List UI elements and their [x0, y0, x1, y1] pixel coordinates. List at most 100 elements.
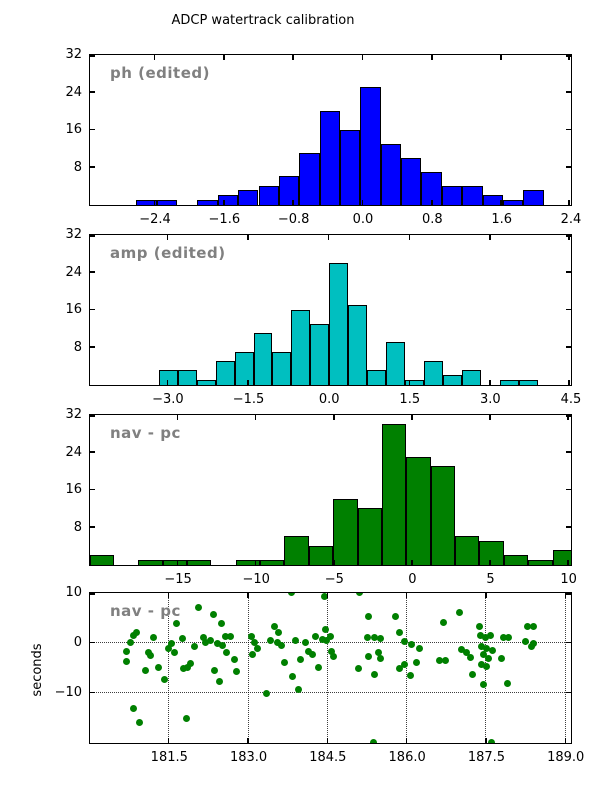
scatter-point [408, 640, 416, 648]
hist-bar [518, 379, 538, 385]
x-tick-label: 10 [560, 572, 577, 587]
axes-panel-2 [88, 413, 572, 566]
scatter-point [478, 660, 486, 668]
hist-bar [234, 351, 254, 385]
hist-bar [186, 559, 212, 565]
y-tick-label: 24 [65, 84, 82, 100]
tick-mark-x [411, 559, 413, 565]
scatter-point [497, 655, 505, 662]
scatter-point [263, 690, 271, 697]
hist-bar [291, 309, 311, 385]
scatter-point [475, 623, 483, 630]
tick-mark-y [89, 488, 95, 491]
hist-bar [278, 176, 300, 205]
tick-mark-x [408, 234, 410, 240]
scatter-point [135, 718, 143, 726]
scatter-point [253, 645, 261, 652]
y-tick-label: 24 [65, 444, 82, 460]
scatter-point [522, 638, 530, 645]
tick-mark-y [89, 128, 95, 131]
hist-bar [455, 536, 480, 565]
scatter-point [222, 633, 230, 640]
hist-bar [357, 508, 382, 565]
tick-mark-x [567, 559, 569, 565]
scatter-point [355, 592, 363, 596]
scatter-point [170, 648, 178, 656]
hist-bar [158, 370, 178, 385]
plot-area [89, 234, 571, 385]
y-tick-label: 0 [73, 635, 82, 650]
tick-mark-y [565, 641, 571, 644]
x-tick-label: 186.0 [388, 750, 426, 765]
tick-mark-x [564, 737, 566, 743]
tick-mark-x [176, 559, 179, 565]
scatter-point [160, 675, 168, 683]
hist-bar [424, 361, 443, 385]
tick-mark-x [489, 559, 491, 565]
y-tick-label: 16 [65, 122, 82, 137]
tick-mark-y [565, 488, 571, 491]
x-tick-label: 0.8 [421, 212, 443, 227]
scatter-point [415, 645, 423, 652]
tick-mark-x [333, 559, 335, 565]
hist-bar [136, 199, 157, 205]
scatter-point [458, 646, 466, 653]
scatter-point [304, 648, 312, 655]
scatter-point [164, 645, 172, 652]
scatter-point [456, 608, 463, 616]
scatter-point [327, 633, 335, 640]
scatter-point [277, 641, 285, 649]
scatter-point [297, 656, 305, 663]
scatter-point [251, 639, 259, 646]
tick-mark-x [223, 199, 225, 205]
x-tick-label: 189.0 [547, 750, 585, 765]
hist-bar [235, 559, 261, 565]
scatter-point [215, 678, 223, 685]
scatter-point [483, 645, 491, 652]
tick-mark-x [431, 199, 433, 205]
gridline-horizontal [89, 692, 571, 693]
hist-bar [260, 559, 285, 565]
hist-bar [319, 110, 340, 205]
scatter-point [147, 652, 155, 659]
x-tick-label: −15 [164, 572, 192, 587]
tick-mark-x [153, 199, 156, 205]
tick-mark-y [565, 691, 571, 694]
plot-area [89, 414, 571, 565]
x-tick-label: −5 [324, 572, 344, 587]
tick-mark-y [89, 55, 95, 57]
tick-mark-y [89, 415, 95, 417]
hist-bar [523, 190, 544, 205]
gridline-vertical [247, 592, 249, 743]
y-tick-label: 32 [65, 47, 82, 62]
scatter-point [294, 685, 302, 693]
scatter-point [365, 652, 373, 660]
scatter-point [401, 660, 409, 668]
hist-bar [405, 379, 425, 385]
tick-mark-x [326, 592, 329, 598]
tick-mark-x [168, 737, 170, 743]
scatter-point [271, 622, 278, 630]
x-tick-label: 4.5 [560, 392, 582, 407]
scatter-point [396, 665, 404, 672]
axes-panel-3 [88, 591, 572, 744]
tick-mark-x [176, 414, 179, 420]
x-tick-label: −1.5 [232, 392, 265, 407]
hist-bar [348, 304, 368, 385]
scatter-point [292, 637, 300, 644]
scatter-point [199, 633, 207, 641]
scatter-point [249, 650, 257, 658]
tick-mark-x [255, 559, 257, 565]
tick-mark-x [292, 199, 294, 205]
tick-mark-y [565, 346, 571, 348]
scatter-point [191, 642, 199, 650]
hist-bar [381, 423, 407, 565]
tick-mark-x [327, 379, 330, 385]
scatter-point [435, 657, 443, 664]
scatter-point [377, 655, 385, 662]
hist-bar [421, 171, 442, 205]
tick-mark-x [500, 199, 502, 205]
x-tick-label: 5 [486, 572, 495, 587]
scatter-point [328, 648, 336, 655]
scatter-point [195, 604, 203, 611]
